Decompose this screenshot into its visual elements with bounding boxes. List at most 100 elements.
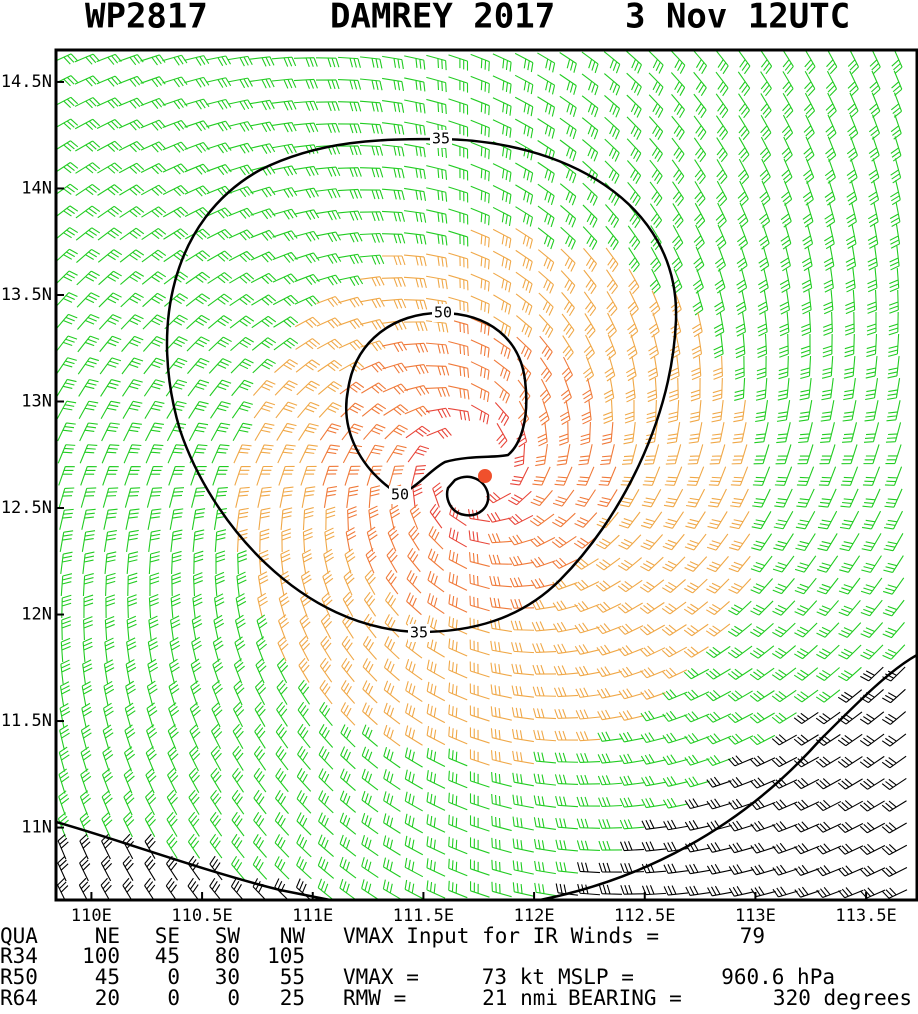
wind-barb (749, 667, 775, 681)
wind-barb (781, 180, 793, 206)
wind-barb (344, 548, 356, 574)
wind-barb (671, 94, 685, 119)
wind-barb (815, 778, 842, 790)
wind-barb (58, 768, 70, 794)
wind-barb (193, 550, 204, 575)
wind-barb (296, 812, 312, 836)
wind-barb (815, 689, 841, 703)
wind-barb (448, 770, 468, 789)
wind-barb (250, 186, 276, 198)
wind-barb (560, 270, 576, 294)
wind-barb (706, 776, 732, 788)
wind-barb (121, 357, 144, 375)
wind-barb (509, 577, 535, 588)
wind-barb (251, 337, 277, 351)
wind-barb (213, 593, 225, 618)
wind-barb (448, 748, 468, 767)
wind-barb (56, 248, 78, 263)
wind-barb (683, 601, 709, 615)
wind-barb (731, 444, 748, 465)
wind-barb (99, 335, 122, 353)
wind-barb (816, 577, 839, 595)
wind-barb (639, 624, 665, 636)
wind-barb (60, 659, 71, 684)
wind-barb (642, 466, 661, 486)
wind-barb (315, 144, 341, 155)
wind-barb (145, 746, 157, 772)
wind-barb (470, 251, 490, 270)
wind-barb (692, 290, 704, 316)
wind-barb (889, 202, 901, 227)
wind-barb (79, 790, 91, 816)
wind-barb (212, 465, 229, 486)
info-value: 79 (740, 924, 765, 948)
wind-barb (737, 71, 751, 97)
wind-barb (640, 732, 666, 744)
wind-barb (361, 382, 387, 394)
wind-barb (859, 755, 885, 769)
wind-barb (469, 837, 490, 854)
wind-barb (490, 684, 512, 699)
wind-barb (140, 97, 166, 109)
wind-barb (272, 251, 298, 263)
wind-barb (230, 336, 254, 352)
wind-barb (338, 253, 363, 265)
wind-barb (384, 636, 400, 660)
wind-barb (97, 249, 123, 263)
wind-barb (507, 513, 534, 526)
wind-barb (794, 622, 818, 638)
wind-barb (562, 335, 574, 361)
wind-barb (297, 745, 311, 770)
wind-barb (649, 159, 663, 185)
wind-barb (98, 270, 122, 286)
wind-barb (706, 578, 730, 594)
wind-barb (426, 98, 447, 115)
wind-barb (732, 422, 747, 444)
wind-barb (296, 380, 320, 396)
wind-barb (755, 400, 769, 423)
wind-barb (448, 230, 469, 247)
wind-barb (706, 798, 732, 810)
wind-barb (641, 841, 667, 852)
wind-barb (81, 702, 92, 728)
wind-barb (448, 858, 468, 877)
wind-barb (272, 294, 299, 307)
wind-barb (815, 667, 840, 681)
wind-barb (231, 401, 253, 419)
wind-barb (192, 529, 205, 553)
wind-barb (277, 636, 289, 662)
wind-barb (426, 792, 446, 811)
wind-barb (626, 116, 642, 140)
wind-barb (302, 527, 313, 553)
wind-barb (411, 465, 426, 486)
wind-barb (640, 534, 664, 551)
wind-barb (537, 118, 555, 139)
wind-barb (671, 115, 685, 141)
wind-barb (140, 184, 167, 196)
wind-barb (279, 486, 294, 508)
wind-barb (626, 138, 642, 162)
wind-barb (187, 833, 201, 859)
wind-barb (338, 318, 364, 330)
wind-barb (715, 93, 729, 119)
wind-barb (559, 161, 577, 184)
wind-barb (448, 814, 468, 833)
wind-barb (104, 637, 115, 662)
wind-barb (581, 400, 592, 425)
wind-barb (56, 292, 78, 308)
wind-barb (207, 250, 233, 262)
wind-barb (845, 268, 856, 293)
time: 3 Nov 12UTC (625, 0, 850, 37)
wind-barb (553, 687, 579, 698)
wind-barb (209, 379, 232, 397)
wind-barb (581, 95, 599, 118)
wind-barb (75, 183, 101, 197)
wind-barb (470, 141, 490, 160)
wind-barb (537, 161, 555, 183)
wind-barb (383, 680, 401, 703)
wind-barb (859, 711, 885, 725)
wind-barb (170, 593, 181, 619)
wind-barb (730, 466, 749, 486)
wind-barb (603, 73, 621, 96)
wind-barb (847, 50, 860, 75)
